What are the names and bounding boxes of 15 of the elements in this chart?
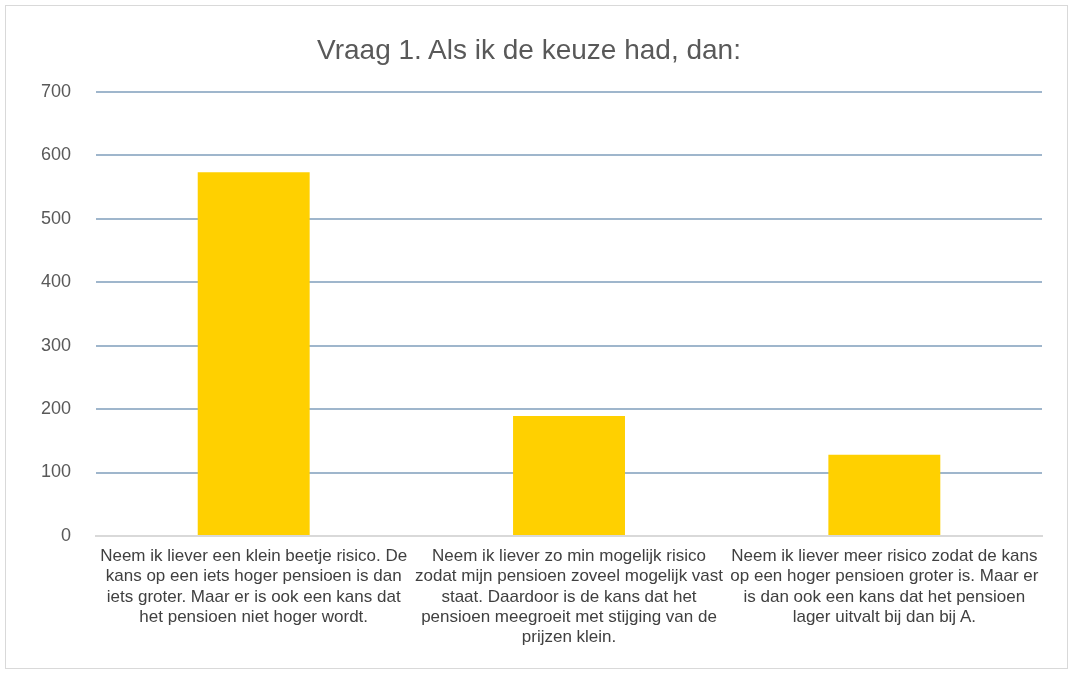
x-tick-label: Neem ik liever meer risico zodat de kans op een hoger pensioen groter is. Maar er is dan ook een kans dat het pensioen lager uitvalt bij dan bij A. bbox=[730, 545, 1039, 627]
bar bbox=[828, 454, 941, 535]
chart-title: Vraag 1. Als ik de keuze had, dan: bbox=[317, 33, 741, 65]
x-tick-label: Neem ik liever zo min mogelijk risico zodat mijn pensioen zoveel mogelijk vast staat. Daardoor is de kans dat het pensioen meegroeit met stijging van de prijzen klein. bbox=[414, 545, 724, 647]
y-tick-label: 0 bbox=[61, 524, 72, 545]
y-tick-label: 200 bbox=[40, 398, 72, 418]
y-tick-label: 700 bbox=[40, 80, 72, 101]
y-tick-label: 300 bbox=[40, 334, 72, 355]
y-tick-label: 400 bbox=[40, 271, 72, 292]
bar bbox=[197, 172, 310, 535]
y-tick-label: 100 bbox=[40, 461, 72, 482]
y-tick-label: 500 bbox=[40, 207, 72, 228]
y-tick-label: 600 bbox=[40, 144, 72, 165]
bar bbox=[513, 416, 625, 535]
x-tick-label: Neem ik liever een klein beetje risico. De kans op een iets hoger pensioen is dan iets groter. Maar er is ook een kans dat het pensioen niet hoger wordt. bbox=[100, 545, 408, 627]
